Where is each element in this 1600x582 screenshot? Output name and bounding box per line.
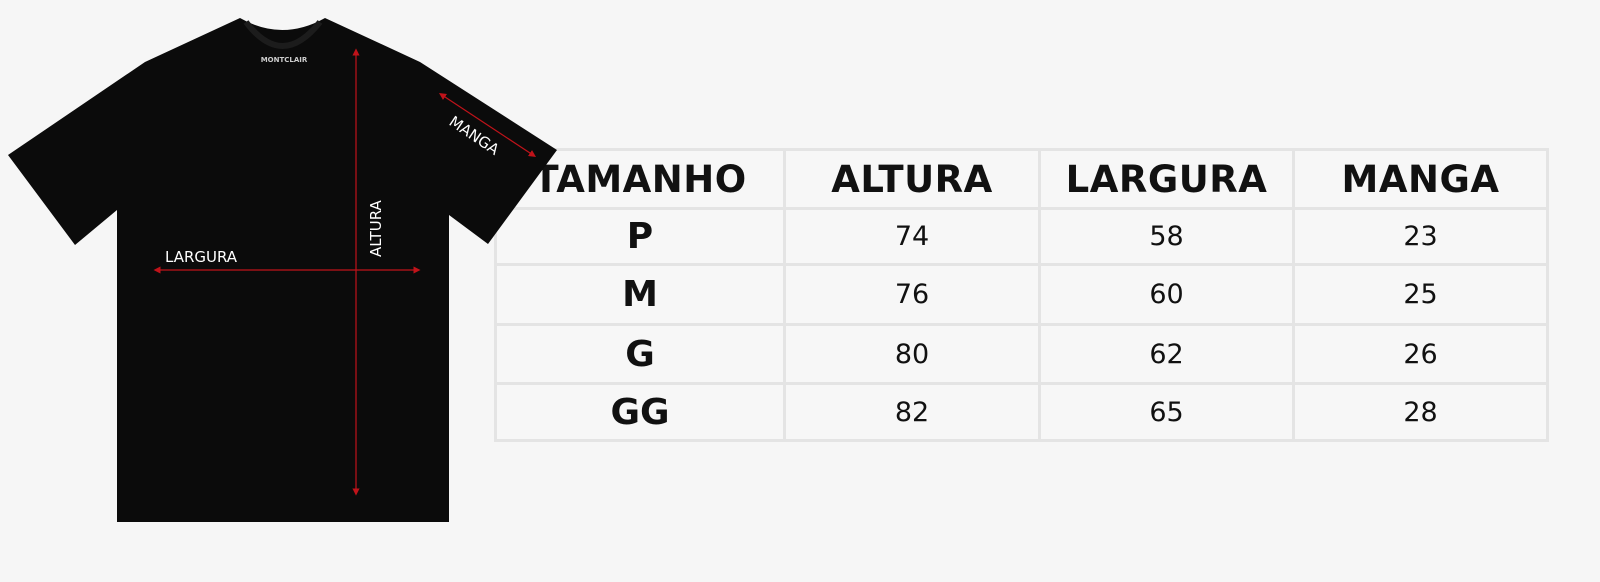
header-manga: MANGA	[1292, 148, 1549, 210]
manga-cell: 25	[1292, 263, 1549, 326]
manga-cell: 28	[1292, 382, 1549, 442]
collar	[243, 20, 323, 49]
manga-cell: 23	[1292, 207, 1549, 266]
table-row: P 74 58 23	[494, 207, 1549, 266]
altura-cell: 80	[783, 323, 1041, 385]
size-cell: G	[494, 323, 786, 385]
altura-cell: 74	[783, 207, 1041, 266]
header-largura: LARGURA	[1038, 148, 1295, 210]
largura-cell: 65	[1038, 382, 1295, 442]
largura-cell: 60	[1038, 263, 1295, 326]
altura-cell: 82	[783, 382, 1041, 442]
altura-cell: 76	[783, 263, 1041, 326]
altura-label: ALTURA	[367, 199, 385, 257]
table-row: M 76 60 25	[494, 263, 1549, 326]
tshirt-illustration: MONTCLAIR LARGURA ALTURA MANGA	[8, 18, 557, 522]
largura-label: LARGURA	[165, 248, 238, 266]
largura-cell: 62	[1038, 323, 1295, 385]
largura-cell: 58	[1038, 207, 1295, 266]
size-cell: M	[494, 263, 786, 326]
manga-arrow	[438, 93, 537, 157]
brand-label: MONTCLAIR	[261, 56, 308, 64]
table-row: GG 82 65 28	[494, 382, 1549, 442]
table-row: G 80 62 26	[494, 323, 1549, 385]
size-cell: P	[494, 207, 786, 266]
table-header-row: TAMANHO ALTURA LARGURA MANGA	[494, 148, 1549, 210]
size-table: TAMANHO ALTURA LARGURA MANGA P 74 58 23 …	[494, 148, 1549, 442]
size-cell: GG	[494, 382, 786, 442]
manga-cell: 26	[1292, 323, 1549, 385]
header-altura: ALTURA	[783, 148, 1041, 210]
